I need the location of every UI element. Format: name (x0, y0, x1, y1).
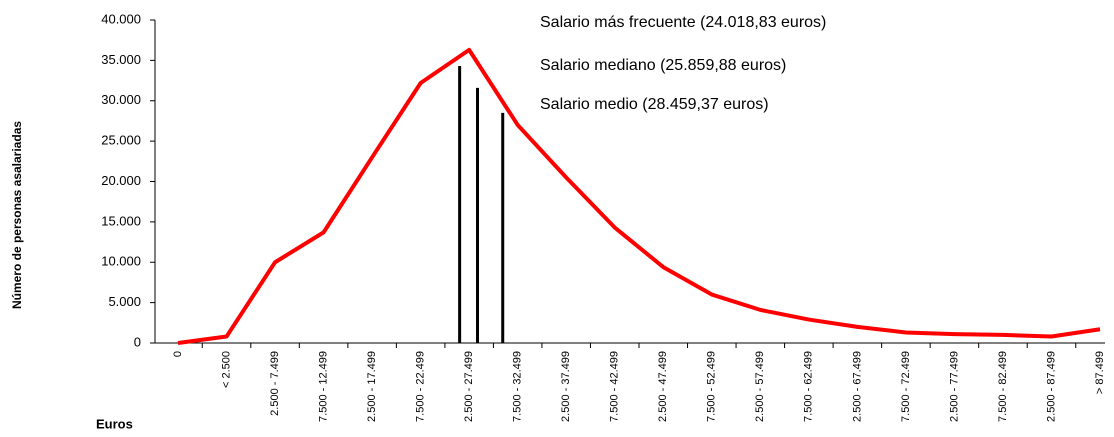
x-tick-label: 7.500 - 12.499 (317, 351, 329, 422)
x-tick-label: < 2.500 (220, 351, 232, 388)
y-tick-label: 40.000 (101, 11, 141, 26)
y-tick-label: 20.000 (101, 173, 141, 188)
x-tick-label: 7.500 - 52.499 (706, 351, 718, 422)
x-axis-label: Euros (96, 416, 133, 431)
x-tick-label: > 87.499 (1094, 351, 1106, 394)
annotation: Salario mediano (25.859,88 euros) (540, 57, 786, 74)
y-tick-label: 15.000 (101, 213, 141, 228)
y-tick-label: 30.000 (101, 92, 141, 107)
x-tick-label: 2.500 - 87.499 (1045, 351, 1057, 422)
x-tick-label: 7.500 - 42.499 (609, 351, 621, 422)
y-tick-label: 0 (134, 334, 141, 349)
x-tick-label: 2.500 - 47.499 (657, 351, 669, 422)
x-tick-label: 0 (172, 351, 184, 357)
y-tick-label: 35.000 (101, 52, 141, 67)
x-tick-label: 2.500 - 17.499 (366, 351, 378, 422)
data-line (177, 47, 1101, 345)
y-axis-label: Número de personas asalariadas (10, 121, 24, 309)
x-tick-label: 7.500 - 72.499 (900, 351, 912, 422)
x-tick-label: 7.500 - 82.499 (997, 351, 1009, 422)
x-tick-label: 7.500 - 32.499 (512, 351, 524, 422)
x-tick-label: 2.500 - 27.499 (463, 351, 475, 422)
annotation: Salario más frecuente (24.018,83 euros) (540, 14, 826, 31)
x-tick-label: 2.500 - 57.499 (754, 351, 766, 422)
y-tick-label: 25.000 (101, 133, 141, 148)
x-tick-label: 2.500 - 67.499 (851, 351, 863, 422)
x-tick-label: 7.500 - 62.499 (803, 351, 815, 422)
x-tick-label: 2.500 - 37.499 (560, 351, 572, 422)
y-tick-label: 5.000 (108, 294, 141, 309)
y-tick-label: 10.000 (101, 254, 141, 269)
x-tick-label: 2.500 - 77.499 (948, 351, 960, 422)
x-tick-label: 7.500 - 22.499 (415, 351, 427, 422)
annotation: Salario medio (28.459,37 euros) (540, 96, 769, 113)
x-tick-label: 2.500 - 7.499 (269, 351, 281, 416)
